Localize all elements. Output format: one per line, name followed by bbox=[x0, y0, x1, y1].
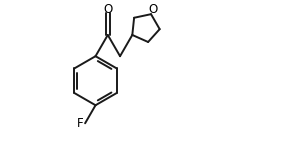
Text: F: F bbox=[77, 117, 83, 130]
Text: O: O bbox=[149, 3, 158, 16]
Text: O: O bbox=[103, 3, 112, 16]
